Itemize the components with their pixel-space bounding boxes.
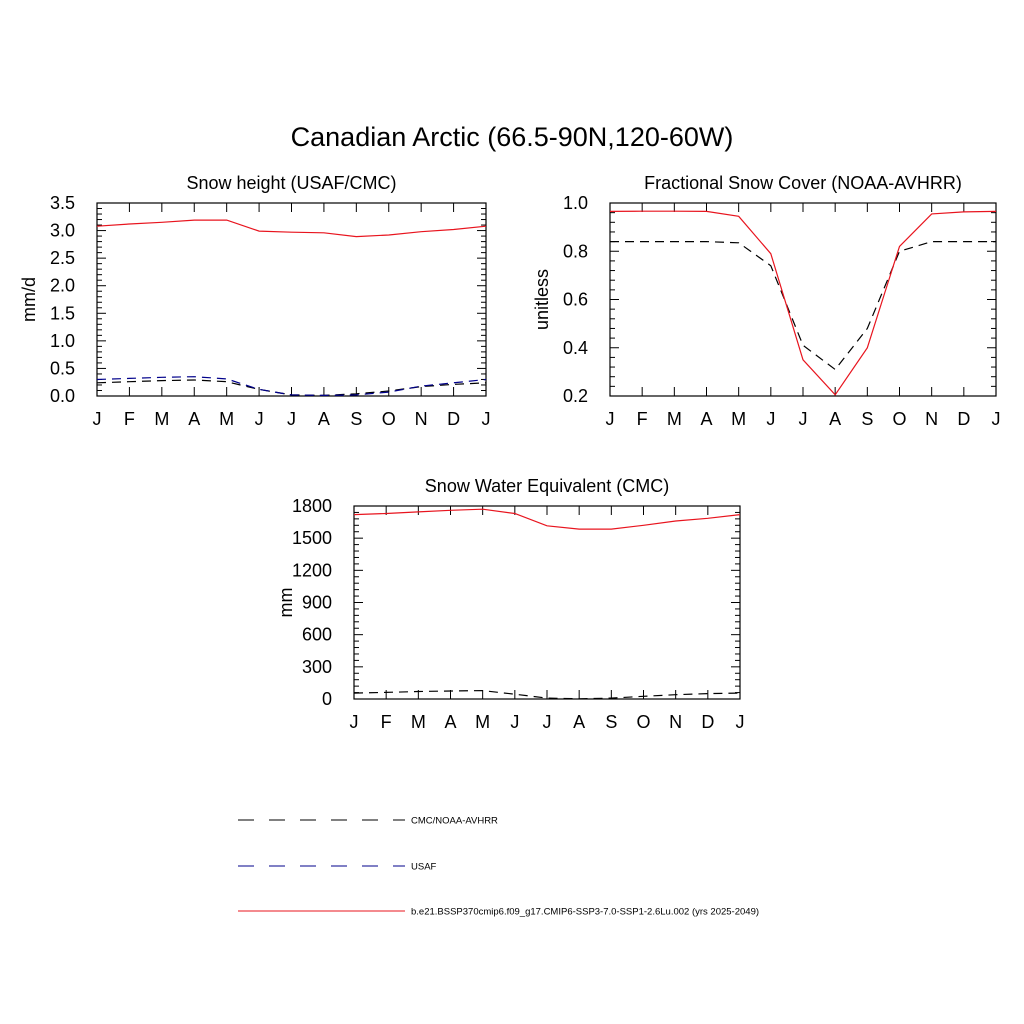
y-tick-label: 1200 <box>292 560 332 580</box>
x-tick-label: F <box>637 409 648 429</box>
y-tick-label: 600 <box>302 625 332 645</box>
y-tick-label: 1800 <box>292 496 332 516</box>
x-tick-label: N <box>415 409 428 429</box>
x-tick-label: A <box>188 409 200 429</box>
series-line-model <box>353 508 741 530</box>
x-tick-label: J <box>736 712 745 732</box>
y-tick-label: 2.5 <box>50 248 75 268</box>
x-tick-label: J <box>766 409 775 429</box>
series-line-model <box>609 210 997 396</box>
y-tick-label: 0.8 <box>563 241 588 261</box>
legend: CMC/NOAA-AVHRR USAF b.e21.BSSP370cmip6.f09… <box>238 816 759 918</box>
x-tick-label: N <box>669 712 682 732</box>
y-tick-label: 0.6 <box>563 290 588 310</box>
x-tick-label: J <box>606 409 615 429</box>
x-tick-label: S <box>605 712 617 732</box>
series-line-reference <box>353 689 741 700</box>
panel-title: Snow height (USAF/CMC) <box>186 173 396 193</box>
series-line-reference <box>610 241 996 371</box>
x-tick-label: A <box>700 409 712 429</box>
y-tick-label: 3.5 <box>50 193 75 213</box>
y-tick-label: 2.0 <box>50 276 75 296</box>
legend-label-model: b.e21.BSSP370cmip6.f09_g17.CMIP6-SSP3-7.… <box>411 907 759 918</box>
x-tick-label: O <box>892 409 906 429</box>
y-tick-label: 1.0 <box>50 331 75 351</box>
y-tick-label: 1500 <box>292 528 332 548</box>
series-line-usaf <box>96 376 487 397</box>
plot-frame <box>353 505 741 700</box>
x-tick-label: S <box>861 409 873 429</box>
y-tick-label: 1.0 <box>563 193 588 213</box>
y-tick-label: 900 <box>302 593 332 613</box>
y-axis-label: mm <box>276 588 296 618</box>
panel-title: Snow Water Equivalent (CMC) <box>425 476 669 496</box>
x-tick-label: N <box>925 409 938 429</box>
x-tick-label: O <box>636 712 650 732</box>
y-tick-label: 300 <box>302 657 332 677</box>
x-tick-label: D <box>701 712 714 732</box>
x-tick-label: S <box>350 409 362 429</box>
x-tick-label: J <box>799 409 808 429</box>
panel-2: Fractional Snow Cover (NOAA-AVHRR) unitle… <box>532 173 1001 429</box>
x-tick-label: O <box>382 409 396 429</box>
x-tick-label: J <box>510 712 519 732</box>
x-tick-label: M <box>667 409 682 429</box>
panel-3: Snow Water Equivalent (CMC)mmJ F M A M J J A S O N… <box>276 476 745 732</box>
panel-1: Snow height (USAF/CMC)mm/dJ F M A M J J A S O N D J0… <box>19 173 491 429</box>
x-tick-label: A <box>444 712 456 732</box>
x-tick-label: F <box>381 712 392 732</box>
panel-title: Fractional Snow Cover (NOAA-AVHRR) <box>644 173 962 193</box>
y-tick-label: 1.5 <box>50 303 75 323</box>
y-tick-label: 0.2 <box>563 386 588 406</box>
x-tick-label: J <box>350 712 359 732</box>
legend-label-reference: CMC/NOAA-AVHRR <box>411 816 498 827</box>
x-tick-label: J <box>482 409 491 429</box>
y-tick-label: 0 <box>322 689 332 709</box>
figure-title: Canadian Arctic (66.5-90N,120-60W) <box>290 122 734 152</box>
y-tick-label: 0.0 <box>50 386 75 406</box>
x-tick-label: J <box>287 409 296 429</box>
x-tick-label: M <box>411 712 426 732</box>
x-tick-label: M <box>731 409 746 429</box>
y-tick-label: 0.4 <box>563 338 588 358</box>
y-tick-label: 0.5 <box>50 358 75 378</box>
x-tick-label: A <box>318 409 330 429</box>
plot-frame <box>609 202 997 397</box>
y-axis-label: mm/d <box>19 277 39 322</box>
x-tick-label: J <box>255 409 264 429</box>
legend-label-usaf: USAF <box>411 862 437 873</box>
x-tick-label: A <box>829 409 841 429</box>
x-tick-label: A <box>573 712 585 732</box>
y-axis-label: unitless <box>532 269 552 330</box>
x-tick-label: J <box>992 409 1001 429</box>
x-tick-label: F <box>124 409 135 429</box>
x-tick-label: D <box>447 409 460 429</box>
x-tick-label: J <box>93 409 102 429</box>
x-tick-label: M <box>475 712 490 732</box>
series-line-model <box>96 219 487 238</box>
y-tick-label: 3.0 <box>50 221 75 241</box>
x-tick-label: D <box>957 409 970 429</box>
x-tick-label: M <box>219 409 234 429</box>
x-tick-label: J <box>543 712 552 732</box>
x-tick-label: M <box>154 409 169 429</box>
